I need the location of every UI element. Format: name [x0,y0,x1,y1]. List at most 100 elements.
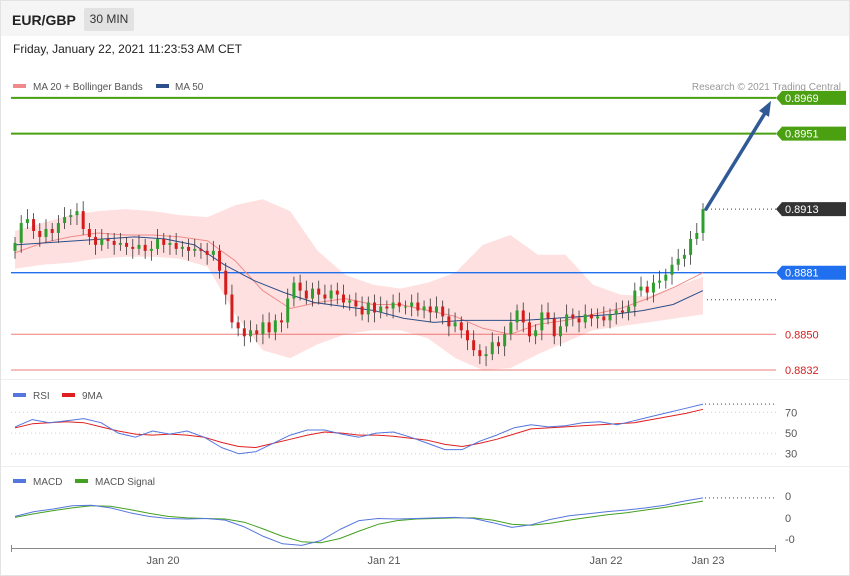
candle [509,312,513,341]
x-tick-label: Jan 21 [367,555,400,567]
candle [56,215,60,243]
bollinger-bands [15,199,703,371]
candle [38,223,42,247]
current-level-tag [776,202,846,217]
candle [224,262,228,305]
candle [571,308,575,327]
rsi-legend-label: RSI [33,391,50,402]
candle [372,294,376,323]
candle [397,292,401,313]
candle [521,302,525,333]
candle [410,294,414,317]
candle [32,213,36,239]
candle [583,304,587,329]
rsi-ma-legend-swatch [62,393,75,397]
candle [174,232,178,255]
symbol-title: EUR/GBP [12,12,76,28]
ma20-line [14,232,704,335]
rsi-tick-label: 50 [785,428,797,440]
candle [695,223,699,245]
rsi-panel: 70 50 30 [11,403,797,461]
candle [323,284,327,305]
candle [627,300,631,321]
candle [645,280,649,301]
candle [608,308,612,329]
candle [441,300,445,325]
target-level-label: 0.8951 [785,129,819,141]
candle [267,312,271,339]
candle [360,296,364,321]
candle [589,308,593,327]
candle [676,248,680,271]
candle [187,238,191,261]
candle [81,201,85,235]
chart-header: EUR/GBP 30 MIN [1,1,849,36]
x-tick-label: Jan 23 [691,555,724,567]
candle [335,282,339,305]
candle [546,302,550,325]
macd-signal-legend-swatch [75,479,88,483]
candle [218,244,222,279]
candle [298,274,302,301]
forecast-arrow-head [759,100,771,117]
candle [329,284,333,307]
candle [484,346,488,367]
rsi-ma-legend-label: 9MA [82,391,103,402]
candle [230,284,234,329]
candle [205,242,209,265]
candle [428,298,432,323]
candle [69,209,73,226]
candle [670,256,674,285]
candle [137,234,141,255]
candle [403,300,407,315]
candle [304,280,308,305]
candle [620,300,624,319]
candle [162,232,166,253]
x-tick-label: Jan 22 [589,555,622,567]
candle [242,320,246,347]
macd-panel: 0 0 -0 [14,491,795,546]
pivot-level-tag [776,265,846,280]
candle [19,215,23,253]
candle [515,304,519,331]
candle [112,232,116,255]
candle [385,300,389,317]
macd-legend-swatch [13,479,26,483]
candle [459,316,463,339]
candle [447,308,451,337]
candle [50,223,54,241]
candle [211,240,215,261]
timeframe-badge[interactable]: 30 MIN [84,8,134,31]
candle [273,314,277,341]
candle [25,209,29,229]
candle [658,270,662,289]
candle [75,203,79,226]
candle [87,223,91,245]
target-level-label: 0.8969 [785,93,819,105]
candle [94,229,98,255]
candle [131,238,135,259]
macd-tick-label: 0 [785,513,791,525]
x-tick-label: Jan 20 [146,555,179,567]
support-level-label: 0.8832 [785,365,819,377]
moving-averages [14,232,704,335]
candle [106,232,110,249]
candle [552,312,556,345]
candle [602,306,606,327]
candle [527,312,531,343]
macd-line [14,497,704,546]
support-level-label: 0.8850 [785,329,819,341]
candle [286,288,290,329]
candle [689,230,693,265]
candle [379,296,383,319]
macd-legend-label: MACD [33,477,62,488]
bollinger-band-area [15,199,703,371]
candle [199,242,203,259]
candle [261,314,265,345]
rsi-tick-label: 70 [785,407,797,419]
candle [180,240,184,257]
candle [13,236,17,259]
candle [633,282,637,317]
macd-signal-line [14,500,704,544]
